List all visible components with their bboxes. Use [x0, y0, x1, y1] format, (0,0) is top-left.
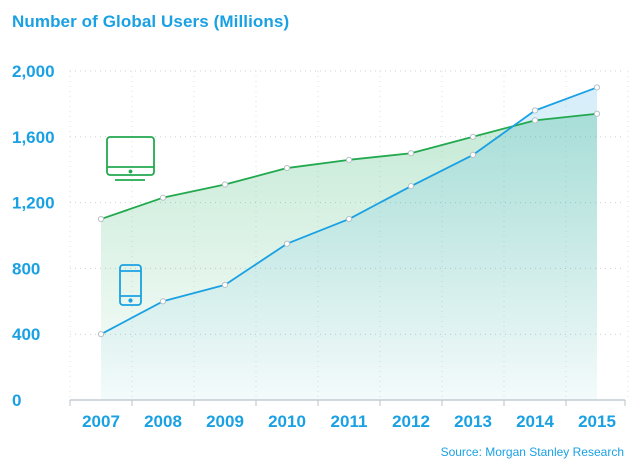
axes: 0 400 800 1,200 1,600 2,000 2007 2008 2009 2010 20… [12, 62, 626, 431]
data-point [97, 215, 105, 223]
data-points [97, 84, 601, 338]
x-tick-label: 2015 [578, 412, 616, 431]
data-point [159, 298, 167, 305]
data-point [221, 281, 229, 288]
x-tick-label: 2009 [206, 412, 244, 431]
y-tick-label: 0 [12, 391, 21, 410]
x-tick-label: 2011 [331, 412, 368, 431]
x-tick-label: 2008 [144, 412, 182, 431]
data-point [531, 107, 539, 114]
y-tick-label: 800 [12, 259, 40, 278]
chart-title: Number of Global Users (Millions) [12, 12, 290, 31]
data-point [97, 331, 105, 338]
source-note: Source: Morgan Stanley Research [440, 445, 624, 459]
data-point [283, 240, 291, 247]
area-fills [101, 87, 597, 401]
y-tick-label: 1,200 [12, 194, 55, 213]
data-point [469, 133, 477, 140]
data-point [407, 183, 415, 190]
data-point [159, 194, 167, 201]
y-tick-label: 400 [12, 325, 40, 344]
data-point [283, 164, 291, 172]
data-point [469, 151, 477, 158]
data-point [345, 215, 353, 223]
series-area [101, 87, 597, 400]
data-point [221, 181, 229, 188]
data-point [593, 84, 601, 91]
data-point [407, 150, 415, 157]
y-tick-label: 2,000 [12, 62, 55, 81]
x-tick-label: 2012 [392, 412, 430, 431]
x-tick-label: 2010 [268, 412, 306, 431]
y-tick-label: 1,600 [12, 128, 55, 147]
desktop-monitor-icon [106, 136, 155, 181]
x-tick-label: 2014 [516, 412, 554, 431]
data-point [345, 156, 353, 163]
x-tick-label: 2007 [82, 412, 120, 431]
data-point [531, 117, 539, 124]
data-point [593, 110, 601, 117]
mobile-phone-icon [119, 264, 142, 306]
x-tick-label: 2013 [454, 412, 492, 431]
